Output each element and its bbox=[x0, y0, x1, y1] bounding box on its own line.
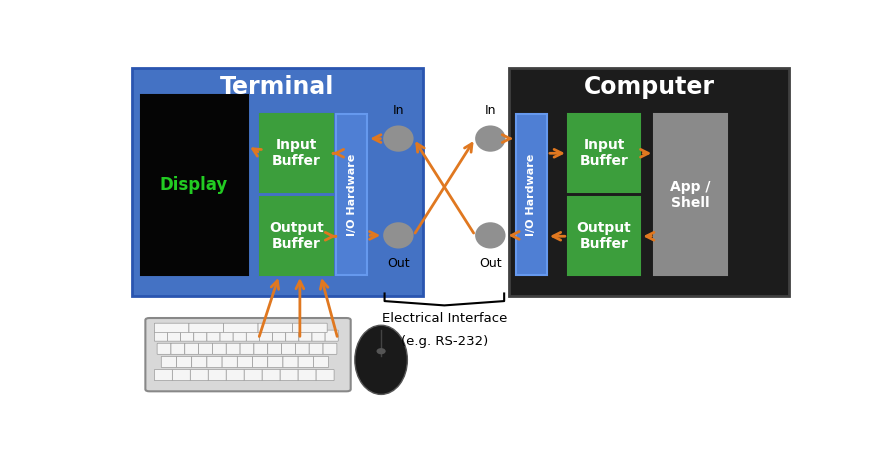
Text: I/O Hardware: I/O Hardware bbox=[347, 154, 357, 236]
FancyBboxPatch shape bbox=[568, 198, 640, 275]
FancyBboxPatch shape bbox=[154, 370, 172, 381]
FancyBboxPatch shape bbox=[222, 357, 237, 367]
FancyBboxPatch shape bbox=[283, 357, 298, 367]
FancyBboxPatch shape bbox=[509, 68, 789, 296]
FancyBboxPatch shape bbox=[285, 330, 299, 341]
FancyBboxPatch shape bbox=[313, 357, 328, 367]
FancyBboxPatch shape bbox=[254, 343, 268, 354]
FancyBboxPatch shape bbox=[273, 330, 285, 341]
FancyBboxPatch shape bbox=[262, 370, 280, 381]
FancyBboxPatch shape bbox=[132, 68, 423, 296]
FancyBboxPatch shape bbox=[258, 323, 293, 333]
FancyBboxPatch shape bbox=[177, 357, 192, 367]
FancyBboxPatch shape bbox=[168, 330, 180, 341]
FancyBboxPatch shape bbox=[246, 330, 260, 341]
FancyBboxPatch shape bbox=[212, 343, 227, 354]
FancyBboxPatch shape bbox=[161, 357, 177, 367]
Text: Out: Out bbox=[479, 257, 501, 270]
Text: App /
Shell: App / Shell bbox=[670, 180, 711, 210]
Text: Computer: Computer bbox=[583, 75, 714, 99]
FancyBboxPatch shape bbox=[237, 357, 252, 367]
FancyBboxPatch shape bbox=[154, 323, 189, 333]
Text: In: In bbox=[392, 104, 404, 117]
FancyBboxPatch shape bbox=[295, 343, 310, 354]
Text: Terminal: Terminal bbox=[220, 75, 334, 99]
Text: In: In bbox=[484, 104, 496, 117]
FancyBboxPatch shape bbox=[199, 343, 212, 354]
Ellipse shape bbox=[355, 325, 408, 394]
FancyBboxPatch shape bbox=[336, 114, 368, 275]
FancyBboxPatch shape bbox=[654, 114, 727, 275]
FancyBboxPatch shape bbox=[233, 330, 246, 341]
Text: Output
Buffer: Output Buffer bbox=[269, 221, 324, 251]
FancyBboxPatch shape bbox=[282, 343, 295, 354]
FancyBboxPatch shape bbox=[252, 357, 268, 367]
FancyBboxPatch shape bbox=[516, 114, 547, 275]
Ellipse shape bbox=[475, 125, 506, 152]
FancyBboxPatch shape bbox=[194, 330, 207, 341]
Text: Out: Out bbox=[387, 257, 409, 270]
Text: I/O Hardware: I/O Hardware bbox=[526, 154, 536, 236]
FancyBboxPatch shape bbox=[260, 330, 273, 341]
FancyBboxPatch shape bbox=[227, 343, 240, 354]
FancyBboxPatch shape bbox=[268, 343, 282, 354]
FancyBboxPatch shape bbox=[323, 343, 337, 354]
FancyBboxPatch shape bbox=[192, 357, 207, 367]
FancyBboxPatch shape bbox=[220, 330, 233, 341]
FancyBboxPatch shape bbox=[180, 330, 194, 341]
FancyBboxPatch shape bbox=[141, 95, 248, 275]
FancyBboxPatch shape bbox=[298, 357, 313, 367]
FancyBboxPatch shape bbox=[298, 370, 316, 381]
FancyBboxPatch shape bbox=[325, 330, 338, 341]
FancyBboxPatch shape bbox=[157, 343, 171, 354]
FancyBboxPatch shape bbox=[244, 370, 262, 381]
Text: Output
Buffer: Output Buffer bbox=[576, 221, 632, 251]
FancyBboxPatch shape bbox=[299, 330, 312, 341]
FancyBboxPatch shape bbox=[280, 370, 298, 381]
Ellipse shape bbox=[475, 222, 506, 249]
FancyBboxPatch shape bbox=[224, 323, 258, 333]
Text: Display: Display bbox=[160, 176, 228, 194]
FancyBboxPatch shape bbox=[172, 370, 190, 381]
Ellipse shape bbox=[384, 222, 414, 249]
Text: (e.g. RS-232): (e.g. RS-232) bbox=[401, 335, 488, 348]
FancyBboxPatch shape bbox=[293, 323, 327, 333]
FancyBboxPatch shape bbox=[207, 330, 220, 341]
Ellipse shape bbox=[376, 348, 385, 354]
FancyBboxPatch shape bbox=[171, 343, 185, 354]
FancyBboxPatch shape bbox=[227, 370, 244, 381]
FancyBboxPatch shape bbox=[568, 114, 640, 192]
FancyBboxPatch shape bbox=[209, 370, 227, 381]
Text: Input
Buffer: Input Buffer bbox=[272, 138, 321, 168]
FancyBboxPatch shape bbox=[207, 357, 222, 367]
FancyBboxPatch shape bbox=[316, 370, 334, 381]
FancyBboxPatch shape bbox=[310, 343, 323, 354]
FancyBboxPatch shape bbox=[268, 357, 283, 367]
Text: Input
Buffer: Input Buffer bbox=[580, 138, 629, 168]
FancyBboxPatch shape bbox=[190, 370, 209, 381]
FancyBboxPatch shape bbox=[154, 330, 168, 341]
FancyBboxPatch shape bbox=[260, 198, 333, 275]
FancyBboxPatch shape bbox=[240, 343, 254, 354]
Text: Electrical Interface: Electrical Interface bbox=[382, 313, 507, 326]
FancyBboxPatch shape bbox=[312, 330, 325, 341]
FancyBboxPatch shape bbox=[260, 114, 333, 192]
FancyBboxPatch shape bbox=[189, 323, 224, 333]
FancyBboxPatch shape bbox=[145, 318, 351, 392]
FancyBboxPatch shape bbox=[185, 343, 199, 354]
Ellipse shape bbox=[384, 125, 414, 152]
